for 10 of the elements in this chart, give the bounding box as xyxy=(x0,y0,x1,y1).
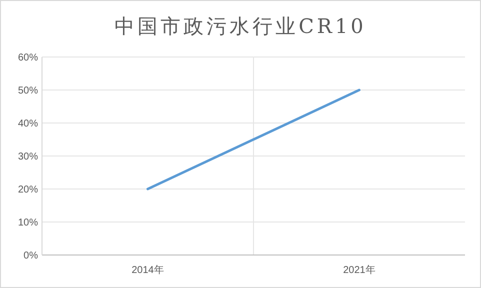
x-tick-label: 2021年 xyxy=(343,264,376,276)
y-tick-label: 30% xyxy=(18,152,38,162)
x-tick-label: 2014年 xyxy=(132,264,164,276)
y-tick-label: 50% xyxy=(18,86,38,96)
y-tick-label: 60% xyxy=(18,52,38,64)
y-tick-label: 20% xyxy=(18,184,38,196)
chart-title: 中国市政污水行业CR10 xyxy=(114,14,366,38)
y-tick-label: 10% xyxy=(18,218,38,228)
y-tick-label: 0% xyxy=(24,250,38,262)
y-tick-label: 40% xyxy=(18,118,38,130)
